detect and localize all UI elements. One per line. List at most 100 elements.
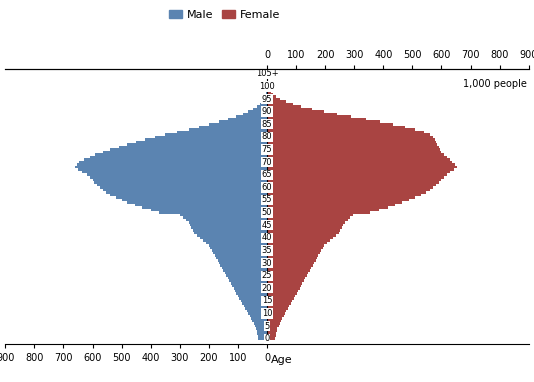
Bar: [265, 93, 267, 95]
Bar: [90, 176, 267, 178]
Bar: [267, 103, 293, 105]
Bar: [267, 120, 380, 123]
Bar: [210, 247, 267, 249]
Bar: [267, 234, 336, 236]
Bar: [267, 272, 308, 274]
Bar: [267, 335, 276, 337]
Bar: [267, 297, 294, 299]
Bar: [251, 317, 267, 320]
Bar: [267, 138, 435, 141]
Text: 75: 75: [262, 145, 272, 154]
Bar: [155, 136, 267, 138]
Bar: [267, 214, 354, 216]
Bar: [203, 239, 267, 241]
Bar: [249, 315, 267, 317]
Bar: [267, 153, 444, 156]
Text: 1,000 people: 1,000 people: [464, 79, 527, 89]
Bar: [267, 199, 410, 201]
Bar: [189, 222, 267, 224]
Bar: [136, 141, 267, 143]
Bar: [267, 85, 269, 88]
Bar: [145, 138, 267, 141]
Bar: [97, 184, 267, 186]
Bar: [267, 229, 340, 231]
Bar: [267, 93, 273, 95]
Bar: [267, 337, 275, 340]
Bar: [267, 330, 277, 332]
Bar: [183, 216, 267, 219]
Bar: [103, 189, 267, 191]
Bar: [193, 229, 267, 231]
Bar: [267, 305, 289, 307]
Bar: [248, 110, 267, 113]
Bar: [253, 108, 267, 110]
Bar: [267, 90, 271, 93]
Bar: [256, 330, 267, 332]
Bar: [84, 158, 267, 161]
Bar: [225, 272, 267, 274]
Bar: [267, 327, 278, 330]
Bar: [267, 201, 402, 204]
Bar: [267, 113, 337, 115]
Bar: [267, 267, 311, 269]
Bar: [266, 88, 267, 90]
Bar: [267, 292, 297, 295]
Bar: [258, 337, 267, 340]
Bar: [267, 196, 415, 199]
Bar: [267, 295, 295, 297]
Bar: [165, 133, 267, 136]
Bar: [256, 327, 267, 330]
Bar: [267, 325, 279, 327]
Bar: [267, 80, 268, 83]
Bar: [267, 148, 440, 151]
Text: 35: 35: [262, 246, 272, 255]
Bar: [267, 302, 291, 305]
Bar: [267, 222, 344, 224]
Bar: [257, 332, 267, 335]
Bar: [119, 146, 267, 148]
Bar: [267, 224, 343, 227]
Bar: [221, 264, 267, 267]
Bar: [267, 123, 394, 126]
Bar: [227, 118, 267, 120]
Text: 85: 85: [262, 120, 272, 129]
Bar: [267, 280, 304, 282]
Bar: [78, 168, 267, 171]
Bar: [267, 191, 426, 194]
Bar: [267, 133, 430, 136]
Bar: [199, 126, 267, 128]
Bar: [267, 181, 439, 184]
Bar: [116, 196, 267, 199]
Bar: [87, 173, 267, 176]
Bar: [267, 128, 415, 131]
Bar: [267, 186, 433, 189]
Bar: [80, 161, 267, 163]
Bar: [191, 227, 267, 229]
Text: 40: 40: [262, 233, 272, 242]
Bar: [227, 277, 267, 280]
Bar: [244, 305, 267, 307]
Bar: [267, 315, 284, 317]
Bar: [242, 113, 267, 115]
Bar: [110, 194, 267, 196]
Bar: [267, 307, 288, 310]
Bar: [206, 241, 267, 244]
Bar: [217, 259, 267, 262]
Bar: [267, 146, 438, 148]
Bar: [135, 204, 267, 206]
Bar: [267, 320, 281, 322]
Bar: [267, 322, 280, 325]
Bar: [90, 156, 267, 158]
Bar: [92, 178, 267, 181]
Bar: [267, 290, 298, 292]
Bar: [267, 211, 370, 214]
Bar: [263, 98, 267, 100]
Bar: [238, 295, 267, 297]
Bar: [267, 310, 286, 312]
Bar: [142, 206, 267, 209]
Bar: [267, 126, 405, 128]
Bar: [215, 254, 267, 257]
Bar: [267, 264, 312, 267]
Bar: [194, 231, 267, 234]
Bar: [267, 259, 316, 262]
